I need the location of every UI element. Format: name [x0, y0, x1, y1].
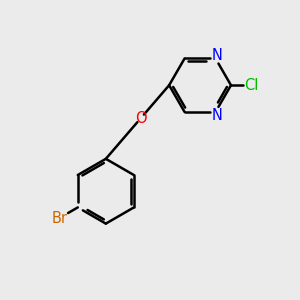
- Text: N: N: [212, 108, 223, 123]
- Text: O: O: [135, 111, 146, 126]
- Text: Cl: Cl: [244, 78, 259, 93]
- Text: N: N: [212, 48, 223, 63]
- Text: Br: Br: [51, 211, 68, 226]
